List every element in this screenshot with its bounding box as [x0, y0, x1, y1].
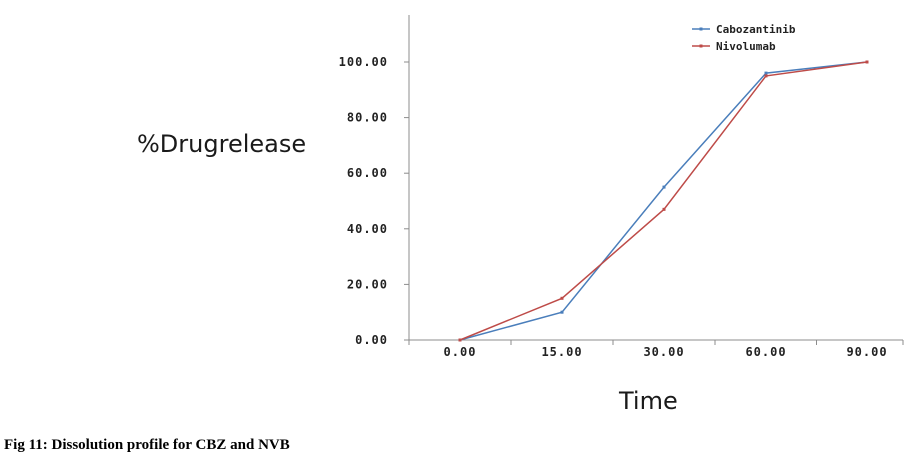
x-tick-label: 15.00: [541, 345, 582, 359]
data-point-nivolumab: [662, 207, 666, 211]
legend-label-nivolumab: Nivolumab: [716, 40, 776, 53]
data-point-nivolumab: [865, 60, 869, 64]
data-point-cabozantinib: [560, 310, 564, 314]
data-point-nivolumab: [458, 338, 462, 342]
data-point-nivolumab: [764, 74, 768, 78]
y-tick-label: 100.00: [339, 55, 388, 69]
data-point-nivolumab: [560, 296, 564, 300]
x-tick-label: 90.00: [846, 345, 887, 359]
line-chart: 0.00 20.00 40.00 60.00 80.00 100.00 0.00 15.00…: [339, 15, 904, 359]
chart-axes: [404, 15, 904, 345]
x-tick-labels: 0.00 15.00 30.00 60.00 90.00: [444, 345, 887, 359]
x-tick-label: 0.00: [444, 345, 477, 359]
series-line-cabozantinib: [459, 61, 868, 341]
legend-label-cabozantinib: Cabozantinib: [716, 23, 796, 36]
x-axis-title: Time: [619, 387, 678, 415]
legend-marker-nivolumab: [699, 44, 703, 48]
data-point-cabozantinib: [662, 185, 666, 189]
y-tick-labels: 0.00 20.00 40.00 60.00 80.00 100.00: [339, 55, 388, 347]
y-axis-title: %Drugrelease: [137, 130, 307, 158]
series-lines: [458, 60, 869, 342]
y-tick-label: 20.00: [347, 277, 388, 291]
legend-marker-cabozantinib: [699, 27, 703, 31]
series-line-nivolumab: [459, 61, 868, 341]
x-tick-label: 60.00: [745, 345, 786, 359]
figure-caption: Fig 11: Dissolution profile for CBZ and …: [4, 437, 290, 453]
y-tick-label: 0.00: [355, 333, 388, 347]
y-tick-label: 80.00: [347, 111, 388, 125]
y-tick-label: 60.00: [347, 166, 388, 180]
x-tick-label: 30.00: [643, 345, 684, 359]
y-tick-label: 40.00: [347, 222, 388, 236]
data-point-cabozantinib: [764, 71, 768, 75]
legend: Cabozantinib Nivolumab: [692, 23, 796, 53]
